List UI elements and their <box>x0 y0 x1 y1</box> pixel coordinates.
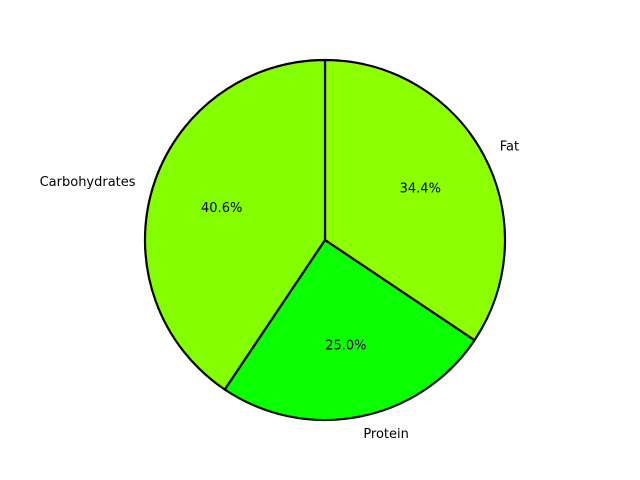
pie-slice-carbohydrates <box>143 58 327 391</box>
slice-label-protein: Protein <box>363 427 409 442</box>
slice-label-carbohydrates: Carbohydrates <box>40 175 136 190</box>
pct-label-fat: 34.4% <box>400 182 441 197</box>
slice-label-fat: Fat <box>500 139 519 154</box>
pct-label-carbohydrates: 40.6% <box>201 201 242 216</box>
pct-label-protein: 25.0% <box>325 338 366 353</box>
pie-slices <box>143 58 507 422</box>
pie-slice-protein <box>223 238 476 422</box>
pie-slice-fat <box>323 58 507 342</box>
pie-labels: 34.4% Fat 25.0% Protein 40.6% Carbohydrates <box>40 139 519 441</box>
